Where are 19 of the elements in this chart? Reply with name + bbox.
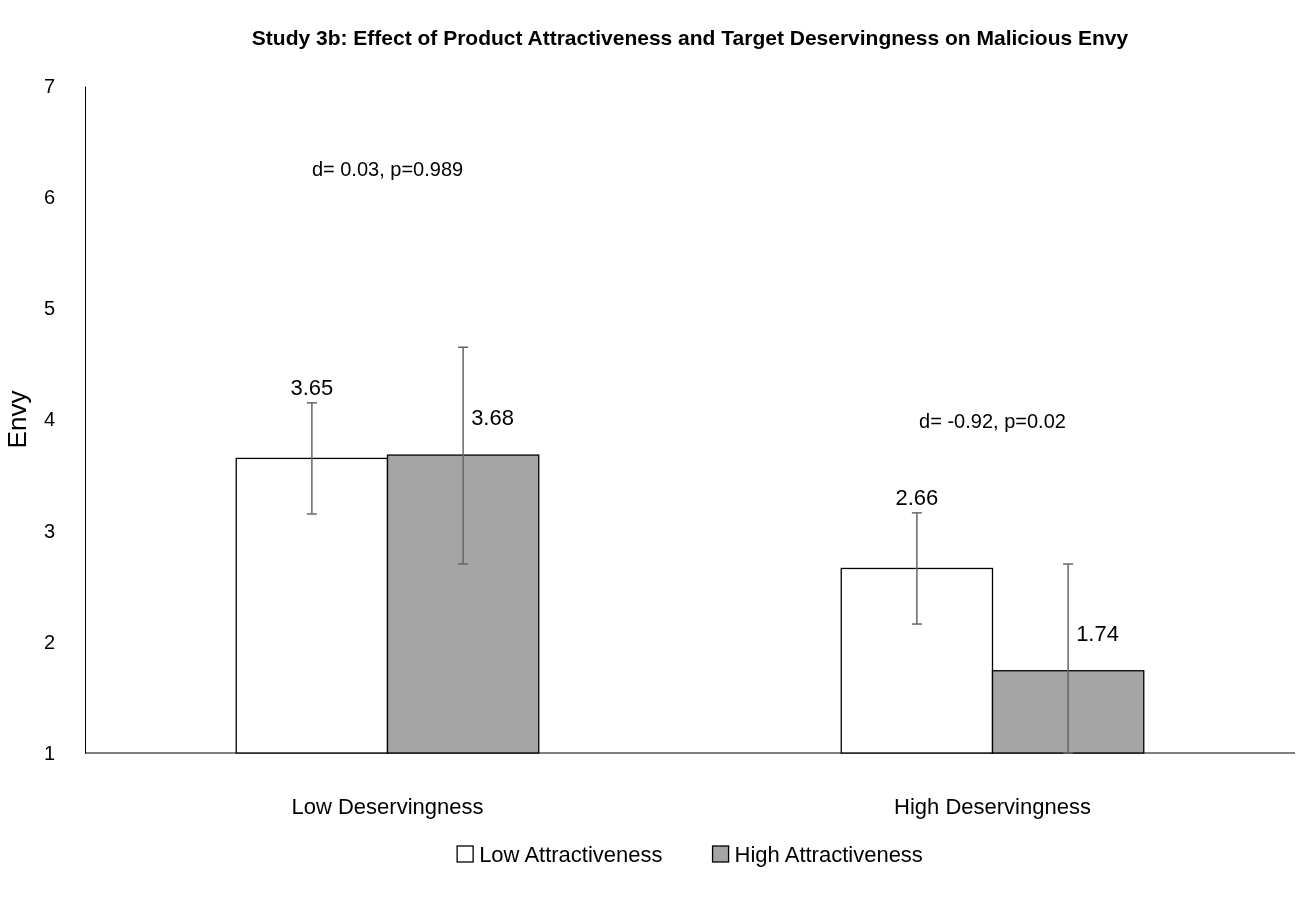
data-label: 2.66 [895, 484, 939, 510]
legend-label: Low Attractiveness [479, 842, 663, 867]
x-tick-label: High Deservingness [894, 793, 1091, 819]
y-tick-label: 3 [43, 519, 55, 542]
chart-title: Study 3b: Effect of Product Attractiveness and Target Deservingness on Malicious Envy [251, 26, 1129, 49]
legend-label: High Attractiveness [734, 842, 923, 867]
y-tick-label: 1 [43, 741, 55, 764]
y-axis-title: Envy [2, 390, 32, 449]
y-tick-label: 5 [43, 297, 55, 320]
annotation: d= -0.92, p=0.02 [919, 409, 1066, 432]
y-tick-label: 7 [43, 74, 55, 97]
y-tick-label: 4 [43, 408, 55, 431]
y-tick-label: 6 [43, 186, 55, 209]
y-tick-label: 2 [43, 630, 55, 653]
data-label: 3.68 [471, 405, 514, 431]
data-label: 1.74 [1076, 620, 1119, 646]
x-tick-label: Low Deservingness [291, 793, 484, 819]
data-label: 3.65 [290, 374, 334, 400]
annotation: d= 0.03, p=0.989 [311, 158, 464, 180]
